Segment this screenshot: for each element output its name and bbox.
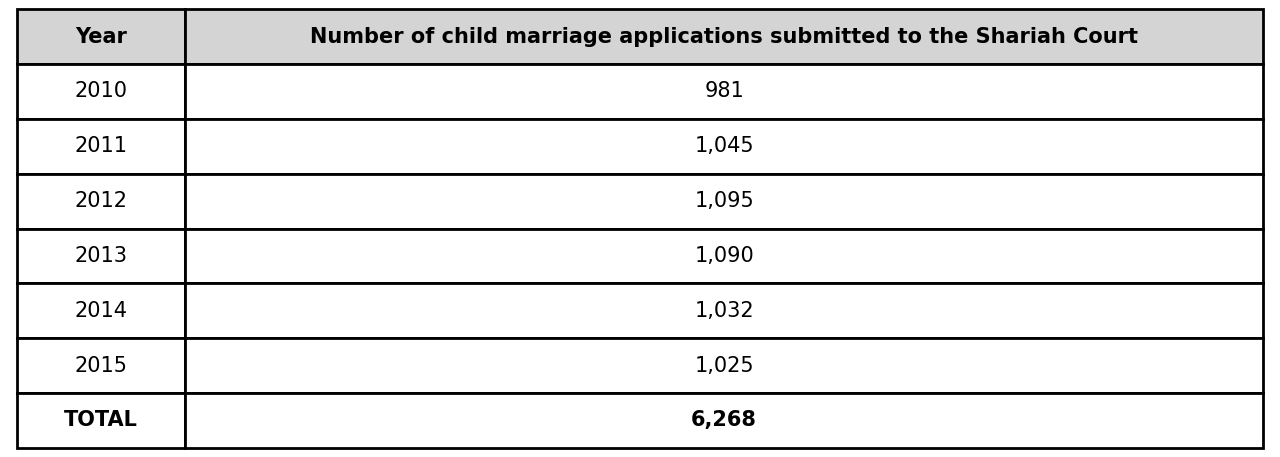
- Text: 1,095: 1,095: [694, 191, 754, 211]
- Bar: [184, 228, 1263, 283]
- Text: 1,025: 1,025: [694, 356, 754, 376]
- Bar: [184, 64, 1263, 119]
- Bar: [17, 9, 184, 64]
- Bar: [184, 174, 1263, 228]
- Text: 981: 981: [704, 81, 744, 101]
- Text: 1,032: 1,032: [694, 301, 754, 321]
- Bar: [17, 393, 184, 448]
- Bar: [17, 228, 184, 283]
- Text: 1,090: 1,090: [694, 246, 754, 266]
- Bar: [17, 119, 184, 174]
- Bar: [184, 283, 1263, 338]
- Bar: [17, 338, 184, 393]
- Bar: [184, 393, 1263, 448]
- Text: 1,045: 1,045: [694, 136, 754, 156]
- Bar: [17, 64, 184, 119]
- Text: TOTAL: TOTAL: [64, 410, 138, 430]
- Bar: [184, 338, 1263, 393]
- Text: 2014: 2014: [74, 301, 127, 321]
- Bar: [184, 119, 1263, 174]
- Text: 2015: 2015: [74, 356, 127, 376]
- Text: 2010: 2010: [74, 81, 127, 101]
- Text: 2011: 2011: [74, 136, 127, 156]
- Text: Year: Year: [74, 27, 127, 47]
- Text: 2012: 2012: [74, 191, 127, 211]
- Text: 2013: 2013: [74, 246, 127, 266]
- Text: 6,268: 6,268: [691, 410, 756, 430]
- Bar: [17, 174, 184, 228]
- Bar: [184, 9, 1263, 64]
- Text: Number of child marriage applications submitted to the Shariah Court: Number of child marriage applications su…: [310, 27, 1138, 47]
- Bar: [17, 283, 184, 338]
